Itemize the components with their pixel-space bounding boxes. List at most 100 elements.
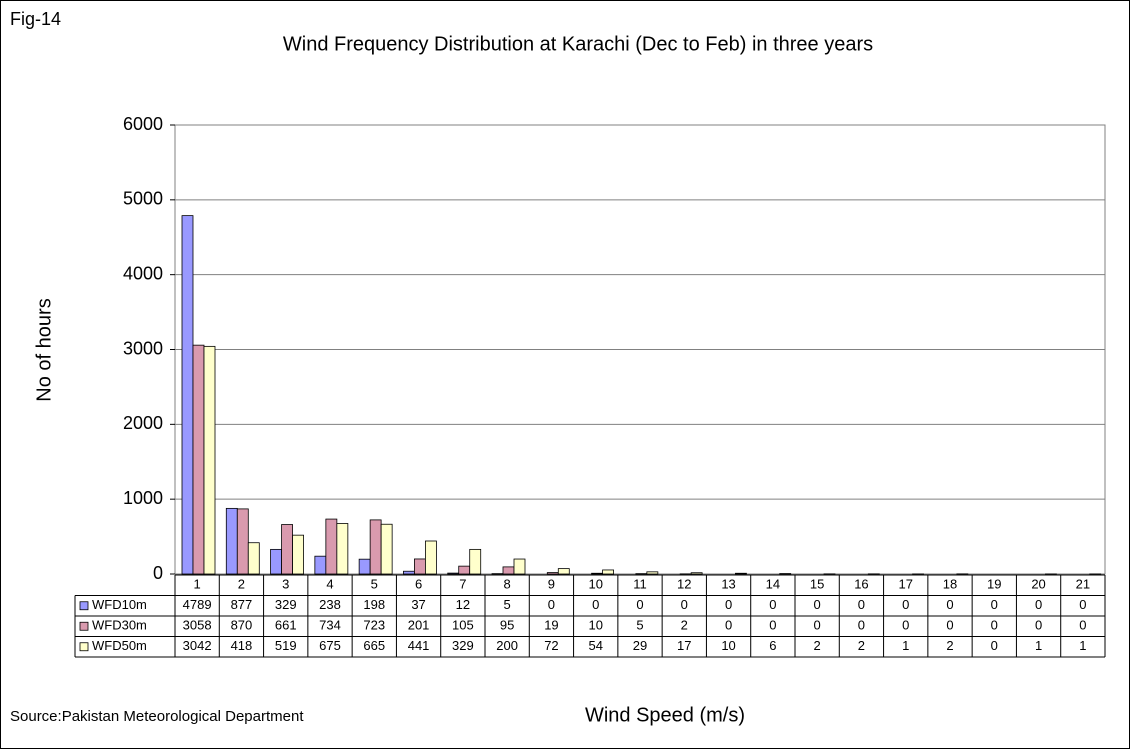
table-cell: 870 (231, 618, 253, 633)
bar (380, 523, 393, 575)
bar (425, 540, 437, 575)
table-cell: 675 (319, 638, 341, 653)
table-cell: 0 (1079, 597, 1086, 612)
bar (469, 548, 482, 575)
x-tick-label: 7 (459, 577, 466, 592)
table-cell: 0 (902, 618, 909, 633)
table-cell: 72 (544, 638, 558, 653)
table-cell: 329 (275, 597, 297, 612)
x-tick-label: 1 (194, 577, 201, 592)
x-tick-label: 3 (282, 577, 289, 592)
bar (336, 523, 349, 575)
bar (646, 571, 659, 575)
bar (369, 519, 382, 575)
bar (203, 345, 216, 575)
table-cell: 12 (456, 597, 470, 612)
bar (281, 524, 293, 575)
x-tick-label: 15 (810, 577, 824, 592)
table-cell: 5 (504, 597, 511, 612)
table-cell: 723 (363, 618, 385, 633)
table-cell: 0 (1079, 618, 1086, 633)
bar (414, 558, 426, 575)
table-cell: 0 (636, 597, 643, 612)
table-cell: 198 (363, 597, 385, 612)
table-cell: 4789 (183, 597, 212, 612)
legend-swatch (79, 621, 89, 631)
table-cell: 0 (814, 597, 821, 612)
table-cell: 519 (275, 638, 297, 653)
y-tick-label: 4000 (123, 263, 163, 283)
table-cell: 200 (496, 638, 518, 653)
table-cell: 0 (991, 597, 998, 612)
x-tick-label: 11 (633, 577, 647, 592)
x-tick-label: 12 (677, 577, 691, 592)
table-cell: 54 (588, 638, 602, 653)
table-cell: 0 (769, 618, 776, 633)
bar (181, 215, 194, 575)
table-cell: 0 (725, 618, 732, 633)
bar (403, 570, 415, 575)
bar (458, 565, 471, 575)
bar (513, 558, 526, 575)
x-tick-label: 5 (371, 577, 378, 592)
table-cell: 19 (544, 618, 558, 633)
x-tick-label: 8 (504, 577, 511, 592)
x-tick-label: 20 (1031, 577, 1045, 592)
table-cell: 0 (1035, 618, 1042, 633)
bar (690, 572, 703, 575)
table-cell: 0 (548, 597, 555, 612)
bar (270, 548, 282, 575)
table-cell: 10 (721, 638, 735, 653)
source: Source:Pakistan Meteorological Departmen… (10, 708, 304, 725)
table-cell: 441 (408, 638, 430, 653)
table-cell: 17 (677, 638, 691, 653)
y-tick-label: 5000 (123, 189, 163, 209)
x-tick-label: 2 (238, 577, 245, 592)
table-cell: 1 (1035, 638, 1042, 653)
x-tick-label: 10 (588, 577, 602, 592)
table-cell: 661 (275, 618, 297, 633)
legend-label: WFD50m (92, 638, 147, 653)
table-cell: 0 (681, 597, 688, 612)
bar (192, 344, 205, 575)
table-cell: 2 (858, 638, 865, 653)
table-cell: 37 (411, 597, 425, 612)
bar (546, 572, 559, 575)
legend-label: WFD10m (92, 597, 147, 612)
bar (602, 569, 614, 575)
bar (502, 566, 515, 575)
table-cell: 201 (408, 618, 430, 633)
table-cell: 95 (500, 618, 514, 633)
y-tick-label: 3000 (123, 338, 163, 358)
bar (325, 518, 338, 575)
x-tick-label: 4 (326, 577, 333, 592)
table-cell: 2 (681, 618, 688, 633)
table-cell: 0 (858, 597, 865, 612)
table-cell: 0 (946, 597, 953, 612)
x-tick-label: 9 (548, 577, 555, 592)
bar (358, 558, 371, 575)
table-cell: 0 (991, 618, 998, 633)
bar (236, 508, 249, 575)
table-cell: 329 (452, 638, 474, 653)
table-cell: 0 (769, 597, 776, 612)
table-cell: 734 (319, 618, 341, 633)
bar (292, 534, 304, 575)
legend-label: WFD30m (92, 618, 147, 633)
table-cell: 6 (769, 638, 776, 653)
table-cell: 105 (452, 618, 474, 633)
bar (447, 572, 460, 575)
bar (735, 572, 747, 575)
y-tick-label: 2000 (123, 413, 163, 433)
table-cell: 1 (1079, 638, 1086, 653)
x-tick-label: 16 (854, 577, 868, 592)
table-cell: 0 (858, 618, 865, 633)
x-tick-label: 13 (721, 577, 735, 592)
table-cell: 3042 (183, 638, 212, 653)
x-tick-label: 6 (415, 577, 422, 592)
chart-title: Wind Frequency Distribution at Karachi (… (283, 33, 873, 55)
x-tick-label: 17 (898, 577, 912, 592)
table-cell: 665 (363, 638, 385, 653)
figure-label: Fig-14 (10, 9, 61, 29)
